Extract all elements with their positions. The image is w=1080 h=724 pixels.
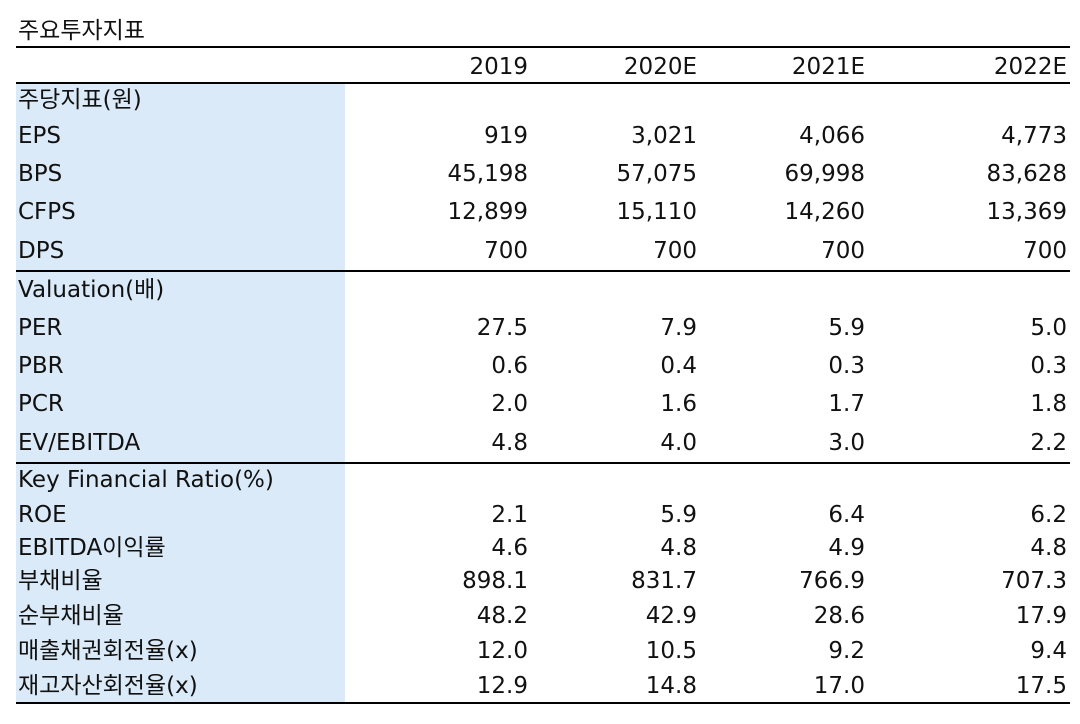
- cell: 15,110: [616, 199, 697, 225]
- cell: 14.8: [645, 673, 697, 699]
- cell: 5.0: [1030, 315, 1067, 341]
- cell: 14,260: [784, 199, 865, 225]
- cell: 5.9: [660, 502, 697, 528]
- cell: 0.3: [828, 353, 865, 379]
- cell: 4,066: [799, 123, 865, 149]
- cell: 17.0: [813, 673, 865, 699]
- cell: 4.8: [491, 430, 528, 456]
- section-header: Valuation(배): [18, 277, 165, 303]
- column-header: 2020E: [623, 54, 697, 80]
- row-label: EPS: [18, 123, 62, 149]
- row-label: 순부채비율: [18, 603, 124, 629]
- cell: 1.8: [1030, 391, 1067, 417]
- cell: 2.1: [491, 502, 528, 528]
- cell: 4.8: [660, 535, 697, 561]
- cell: 10.5: [645, 638, 697, 664]
- cell: 707.3: [1001, 568, 1067, 594]
- section-header: 주당지표(원): [18, 87, 142, 113]
- cell: 919: [484, 123, 528, 149]
- cell: 700: [1023, 238, 1067, 264]
- row-label: BPS: [18, 161, 63, 187]
- cell: 2.0: [491, 391, 528, 417]
- cell: 9.2: [828, 638, 865, 664]
- rule: [16, 270, 1070, 272]
- cell: 5.9: [828, 315, 865, 341]
- row-label: 부채비율: [18, 568, 103, 594]
- cell: 4.8: [1030, 535, 1067, 561]
- cell: 13,369: [986, 199, 1067, 225]
- row-label: PCR: [18, 391, 64, 417]
- cell: 766.9: [799, 568, 865, 594]
- cell: 3.0: [828, 430, 865, 456]
- cell: 0.3: [1030, 353, 1067, 379]
- title: 주요투자지표: [18, 18, 145, 44]
- row-label: EBITDA이익률: [18, 535, 166, 561]
- label-column-bg: [16, 84, 345, 702]
- cell: 6.2: [1030, 502, 1067, 528]
- cell: 45,198: [447, 161, 528, 187]
- row-label: DPS: [18, 238, 65, 264]
- cell: 69,998: [784, 161, 865, 187]
- rule: [16, 46, 1070, 48]
- cell: 1.6: [660, 391, 697, 417]
- row-label: PER: [18, 315, 63, 341]
- cell: 898.1: [462, 568, 528, 594]
- row-label: 매출채권회전율(x): [18, 638, 198, 664]
- cell: 700: [484, 238, 528, 264]
- cell: 12.9: [476, 673, 528, 699]
- cell: 2.2: [1030, 430, 1067, 456]
- rule: [16, 702, 1070, 704]
- column-header: 2021E: [791, 54, 865, 80]
- cell: 4,773: [1001, 123, 1067, 149]
- cell: 7.9: [660, 315, 697, 341]
- cell: 17.5: [1015, 673, 1067, 699]
- cell: 4.0: [660, 430, 697, 456]
- cell: 700: [821, 238, 865, 264]
- cell: 3,021: [631, 123, 697, 149]
- cell: 28.6: [813, 603, 865, 629]
- cell: 9.4: [1030, 638, 1067, 664]
- cell: 700: [653, 238, 697, 264]
- rule: [16, 462, 1070, 464]
- column-header: 2019: [469, 54, 528, 80]
- cell: 48.2: [476, 603, 528, 629]
- row-label: ROE: [18, 502, 67, 528]
- cell: 12,899: [447, 199, 528, 225]
- cell: 83,628: [986, 161, 1067, 187]
- cell: 4.6: [491, 535, 528, 561]
- row-label: PBR: [18, 353, 64, 379]
- cell: 0.6: [491, 353, 528, 379]
- row-label: 재고자산회전율(x): [18, 673, 198, 699]
- cell: 12.0: [476, 638, 528, 664]
- rule: [16, 82, 1070, 84]
- row-label: EV/EBITDA: [18, 430, 141, 456]
- cell: 27.5: [476, 315, 528, 341]
- cell: 17.9: [1015, 603, 1067, 629]
- column-header: 2022E: [993, 54, 1067, 80]
- cell: 0.4: [660, 353, 697, 379]
- section-header: Key Financial Ratio(%): [18, 467, 274, 493]
- cell: 1.7: [828, 391, 865, 417]
- cell: 6.4: [828, 502, 865, 528]
- cell: 57,075: [616, 161, 697, 187]
- cell: 831.7: [631, 568, 697, 594]
- cell: 42.9: [645, 603, 697, 629]
- row-label: CFPS: [18, 199, 76, 225]
- cell: 4.9: [828, 535, 865, 561]
